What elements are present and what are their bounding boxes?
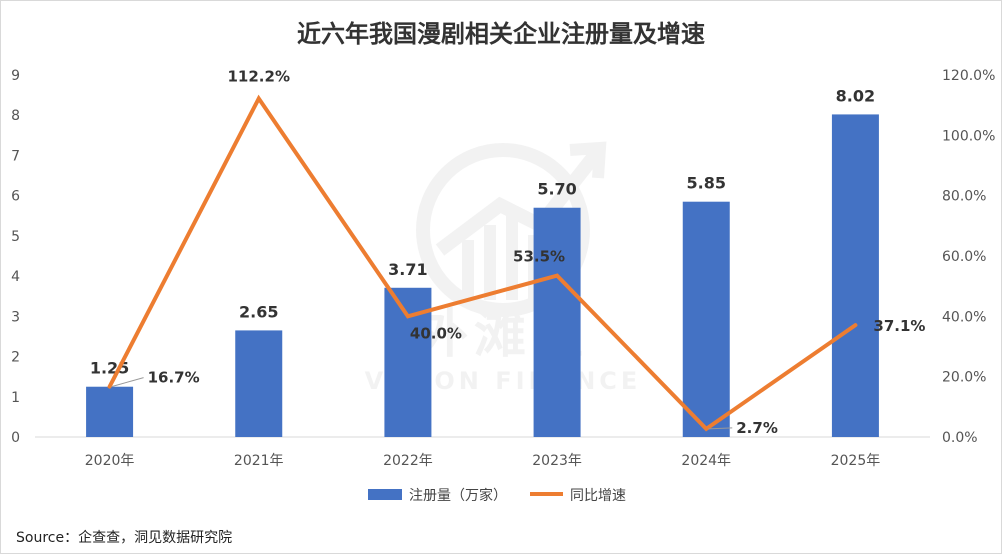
bar-data-label: 3.71 (388, 260, 427, 279)
bar (235, 330, 283, 437)
right-axis-tick-label: 80.0% (942, 189, 986, 205)
growth-line (107, 94, 858, 432)
left-axis-tick-label: 0 (11, 430, 20, 446)
legend-swatch-bar (368, 489, 402, 500)
line-data-label: 16.7% (148, 369, 200, 387)
bar-data-label: 5.85 (687, 174, 726, 193)
left-axis-tick-label: 2 (11, 350, 20, 366)
left-axis-tick-label: 3 (11, 309, 20, 325)
line-label-leader (708, 427, 733, 430)
legend: 注册量（万家） 同比增速 (368, 487, 626, 504)
line-data-label: 37.1% (873, 317, 925, 335)
x-axis-tick-label: 2024年 (681, 453, 731, 469)
left-axis-tick-label: 6 (11, 189, 20, 205)
x-axis-tick-label: 2020年 (85, 453, 135, 469)
bar-data-label: 2.65 (239, 302, 278, 321)
bar-data-label: 5.70 (537, 180, 576, 199)
right-axis-tick-label: 20.0% (942, 370, 986, 386)
bar-series (86, 114, 879, 437)
right-axis: 0.0% 20.0% 40.0% 60.0% 80.0% 100.0% 120.0% (942, 68, 995, 446)
line-data-label: 53.5% (513, 248, 565, 266)
left-axis-tick-label: 4 (11, 269, 20, 285)
bar-data-label: 8.02 (836, 86, 875, 105)
line-data-label: 112.2% (228, 68, 290, 86)
source-note: Source：企查查，洞见数据研究院 (16, 530, 233, 546)
right-axis-tick-label: 60.0% (942, 249, 986, 265)
legend-label-bar: 注册量（万家） (409, 487, 507, 504)
legend-label-line: 同比增速 (570, 488, 626, 504)
line-labels: 16.7% 112.2% 40.0% 53.5% 2.7% 37.1% (111, 68, 925, 437)
bar (533, 207, 581, 437)
line-series (107, 94, 858, 432)
x-axis-tick-label: 2025年 (831, 453, 881, 469)
bar (682, 201, 730, 437)
chart-title: 近六年我国漫剧相关企业注册量及增速 (297, 20, 705, 48)
bar (86, 386, 134, 437)
left-axis: 0 1 2 3 4 5 6 7 8 9 (11, 68, 20, 446)
left-axis-tick-label: 1 (11, 390, 20, 406)
line-label-leader (111, 377, 144, 388)
bar (831, 114, 879, 437)
line-data-label: 40.0% (410, 324, 462, 342)
x-axis-tick-label: 2021年 (234, 453, 284, 469)
right-axis-tick-label: 100.0% (942, 128, 995, 144)
left-axis-tick-label: 7 (11, 148, 20, 164)
x-axis-tick-label: 2022年 (383, 453, 433, 469)
x-axis-tick-label: 2023年 (532, 453, 582, 469)
right-axis-tick-label: 120.0% (942, 68, 995, 84)
left-axis-tick-label: 9 (11, 68, 20, 84)
left-axis-tick-label: 5 (11, 229, 20, 245)
right-axis-tick-label: 40.0% (942, 309, 986, 325)
x-axis: 2020年 2021年 2022年 2023年 2024年 2025年 (85, 453, 880, 469)
watermark-logo (416, 141, 607, 317)
line-data-label: 2.7% (736, 419, 778, 437)
left-axis-tick-label: 8 (11, 108, 20, 124)
right-axis-tick-label: 0.0% (942, 430, 978, 446)
